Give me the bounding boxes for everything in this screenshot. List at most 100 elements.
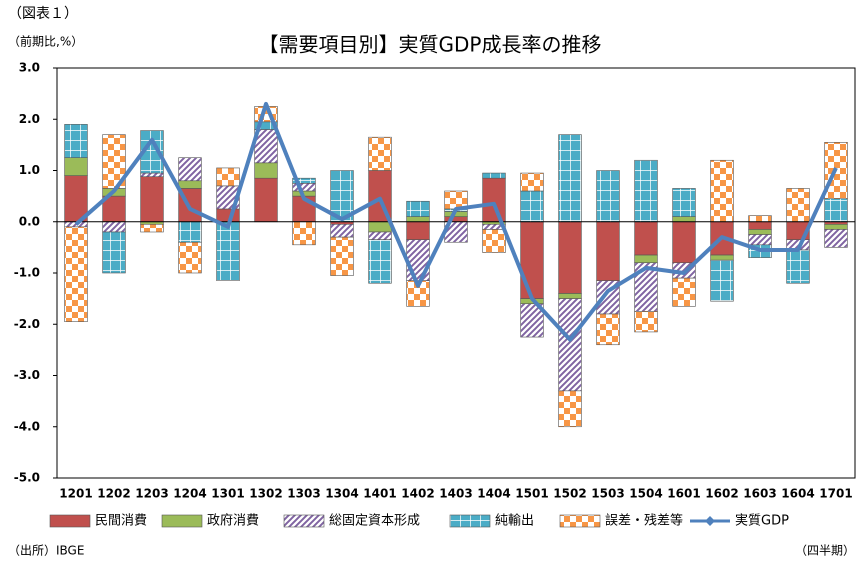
x-tick-label: 1504 (629, 487, 662, 501)
y-tick-label: 2.0 (19, 112, 40, 126)
legend-marker (705, 516, 715, 526)
bar-segment (102, 231, 126, 274)
legend-swatch (449, 514, 491, 528)
bar-segment (558, 390, 582, 428)
bar-segment (406, 200, 430, 217)
bar-segment (178, 180, 202, 189)
bar-segment (330, 236, 354, 276)
bar-segment (330, 224, 354, 238)
legend-swatch (283, 514, 325, 528)
bar-segment (482, 229, 506, 253)
x-tick-label: 1501 (515, 487, 548, 501)
bar-segment (140, 172, 164, 177)
x-tick-label: 1604 (781, 487, 814, 501)
bar-segment (520, 303, 544, 338)
y-tick-label: 1.0 (19, 163, 40, 177)
bar-segment (64, 226, 88, 322)
bar-segment (216, 208, 240, 223)
legend-label: 誤差・残差等 (605, 513, 683, 529)
bar-segment (558, 298, 582, 392)
bar-segment (216, 167, 240, 187)
bar-segment (254, 177, 278, 223)
bar-segment (292, 221, 316, 246)
y-axis-label: （前期比,%） (8, 34, 83, 49)
x-tick-label: 1404 (477, 487, 510, 501)
bar-segment (672, 221, 696, 264)
bar-segment (482, 172, 506, 179)
bar-segment (482, 177, 506, 223)
bar-segment (406, 280, 430, 307)
bar-segment (140, 176, 164, 223)
bar-segment (596, 221, 620, 281)
x-tick-label: 1202 (97, 487, 130, 501)
x-tick-label: 1603 (743, 487, 776, 501)
bar-segment (748, 234, 772, 246)
legend-label: 民間消費 (95, 514, 147, 529)
bar-segment (558, 134, 582, 223)
legend-label: 純輸出 (495, 514, 534, 529)
x-axis-label: （四半期） (795, 544, 855, 558)
bar-segment (292, 183, 316, 192)
y-tick-label: -5.0 (14, 471, 40, 485)
plot-frame (56, 67, 856, 479)
x-tick-label: 1304 (325, 487, 358, 501)
bar-segment (102, 221, 126, 233)
bar-segment (596, 313, 620, 346)
bar-segment (406, 216, 430, 223)
bar-segment (672, 188, 696, 217)
bar-segment (368, 221, 392, 233)
y-tick-label: 0.0 (19, 214, 40, 228)
legend-label: 総固定資本形成 (329, 514, 420, 529)
bar-segment (786, 188, 810, 223)
bar-segment (748, 221, 772, 230)
y-tick-label: -1.0 (14, 266, 40, 280)
bar-segment (254, 162, 278, 179)
bar-segment (748, 215, 772, 223)
y-tick-label: -3.0 (14, 368, 40, 382)
y-tick-label: -4.0 (14, 419, 40, 433)
bar-segment (178, 241, 202, 274)
bar-segment (64, 124, 88, 158)
x-tick-label: 1403 (439, 487, 472, 501)
x-tick-label: 1201 (59, 487, 92, 501)
bar-segment (406, 239, 430, 281)
bar-segment (672, 216, 696, 223)
bar-segment (520, 190, 544, 223)
x-tick-label: 1303 (287, 487, 320, 501)
bar-segment (64, 157, 88, 176)
x-tick-label: 1301 (211, 487, 244, 501)
x-tick-label: 1204 (173, 487, 206, 501)
bar-segment (520, 172, 544, 192)
bar-segment (368, 231, 392, 240)
bar-segment (178, 157, 202, 182)
bar-segment (824, 229, 848, 248)
legend-label: 政府消費 (207, 514, 259, 529)
bar-segment (634, 254, 658, 264)
bar-segment (710, 159, 734, 223)
bar-segment (368, 136, 392, 171)
bar-segment (406, 221, 430, 240)
x-tick-label: 1601 (667, 487, 700, 501)
legend-label: 実質GDP (735, 513, 789, 529)
bar-segment (710, 254, 734, 261)
bar-segment (178, 221, 202, 243)
bar-segment (634, 311, 658, 333)
x-tick-label: 1503 (591, 487, 624, 501)
bar-segment (748, 229, 772, 235)
bar-segment (520, 221, 544, 299)
bar-segment (710, 259, 734, 302)
bar-segment (216, 221, 240, 281)
y-tick-label: 3.0 (19, 61, 40, 75)
legend-swatch (49, 514, 91, 528)
bar-segment (824, 224, 848, 230)
x-tick-label: 1602 (705, 487, 738, 501)
bar-segment (368, 239, 392, 284)
x-tick-label: 1701 (819, 487, 852, 501)
y-tick-label: -2.0 (14, 317, 40, 331)
bar-segment (786, 249, 810, 284)
bar-segment (672, 277, 696, 307)
bar-segment (140, 224, 164, 233)
bar-segment (558, 221, 582, 294)
bar-segment (824, 198, 848, 223)
